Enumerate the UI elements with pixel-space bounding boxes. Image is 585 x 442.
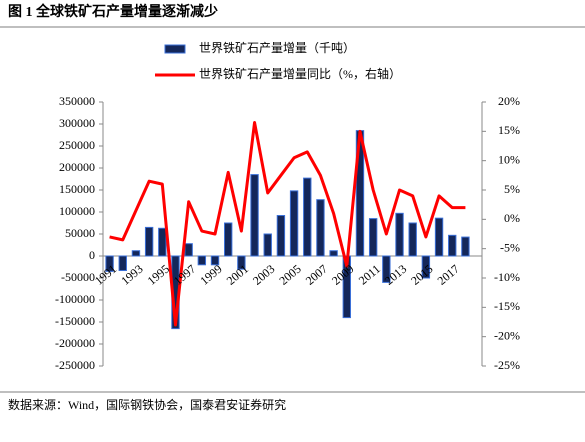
bar [316, 199, 325, 257]
bar [144, 226, 154, 257]
bar [461, 236, 470, 257]
x-tick-label: 1995 [145, 262, 172, 288]
y-tick-label: 300000 [59, 116, 95, 130]
y-tick-label: 50000 [65, 226, 95, 240]
y-tick-label: -100000 [55, 292, 95, 306]
y2-tick-label: 20% [498, 94, 520, 108]
bar [184, 243, 193, 257]
bar [329, 250, 338, 257]
legend-label: 世界铁矿石产量增量同比（%，右轴） [199, 66, 401, 81]
x-tick-label: 2007 [303, 262, 330, 288]
y2-tick-label: 0% [504, 211, 520, 225]
y-tick-label: -200000 [55, 336, 95, 350]
bar [382, 255, 391, 283]
bar [448, 234, 457, 257]
bar [263, 233, 272, 257]
legend-label: 世界铁矿石产量增量（千吨） [199, 41, 355, 55]
bar [250, 174, 259, 257]
x-tick-label: 2017 [435, 262, 462, 288]
y-tick-label: 350000 [59, 94, 95, 108]
legend-swatch [164, 44, 186, 54]
bar [395, 212, 404, 257]
bar [224, 222, 233, 257]
y-tick-label: 150000 [59, 182, 95, 196]
y-tick-label: 200000 [59, 160, 95, 174]
source-note: 数据来源：Wind，国际钢铁协会，国泰君安证券研究 [8, 397, 286, 412]
x-tick-label: 2001 [224, 262, 251, 288]
x-tick-label: 2015 [408, 262, 435, 288]
y2-tick-label: -25% [494, 358, 520, 372]
x-tick-label: 1999 [197, 262, 224, 288]
y2-tick-label: 15% [498, 123, 520, 137]
x-tick-label: 2003 [250, 262, 277, 288]
bar [434, 217, 444, 257]
y-tick-label: 100000 [59, 204, 95, 218]
bar [408, 222, 417, 257]
y2-tick-label: 5% [504, 182, 520, 196]
bar [237, 255, 246, 270]
x-tick-label: 2011 [356, 262, 383, 288]
bar [289, 190, 299, 257]
bar [303, 177, 312, 257]
bar [131, 250, 141, 257]
line [109, 121, 466, 327]
y2-tick-label: -15% [494, 299, 520, 313]
y2-tick-label: 10% [498, 152, 520, 166]
y-tick-label: -50000 [61, 270, 95, 284]
bar [118, 255, 127, 272]
y2-tick-label: -20% [494, 328, 520, 342]
bar [197, 255, 207, 266]
bar [276, 215, 286, 257]
bar [421, 255, 431, 279]
y2-tick-label: -10% [494, 270, 520, 284]
bar [105, 255, 114, 272]
chart-title: 图 1 全球铁矿石产量增量逐渐减少 [8, 3, 218, 20]
y-tick-label: 250000 [59, 138, 95, 152]
y-tick-label: 0 [89, 248, 95, 262]
y-tick-label: -150000 [55, 314, 95, 328]
x-tick-label: 2005 [276, 262, 303, 288]
bar [158, 227, 167, 257]
x-tick-label: 1991 [92, 262, 119, 288]
bar [210, 255, 220, 266]
y-tick-label: -250000 [55, 358, 95, 372]
bar [368, 218, 378, 257]
y2-tick-label: -5% [500, 240, 520, 254]
